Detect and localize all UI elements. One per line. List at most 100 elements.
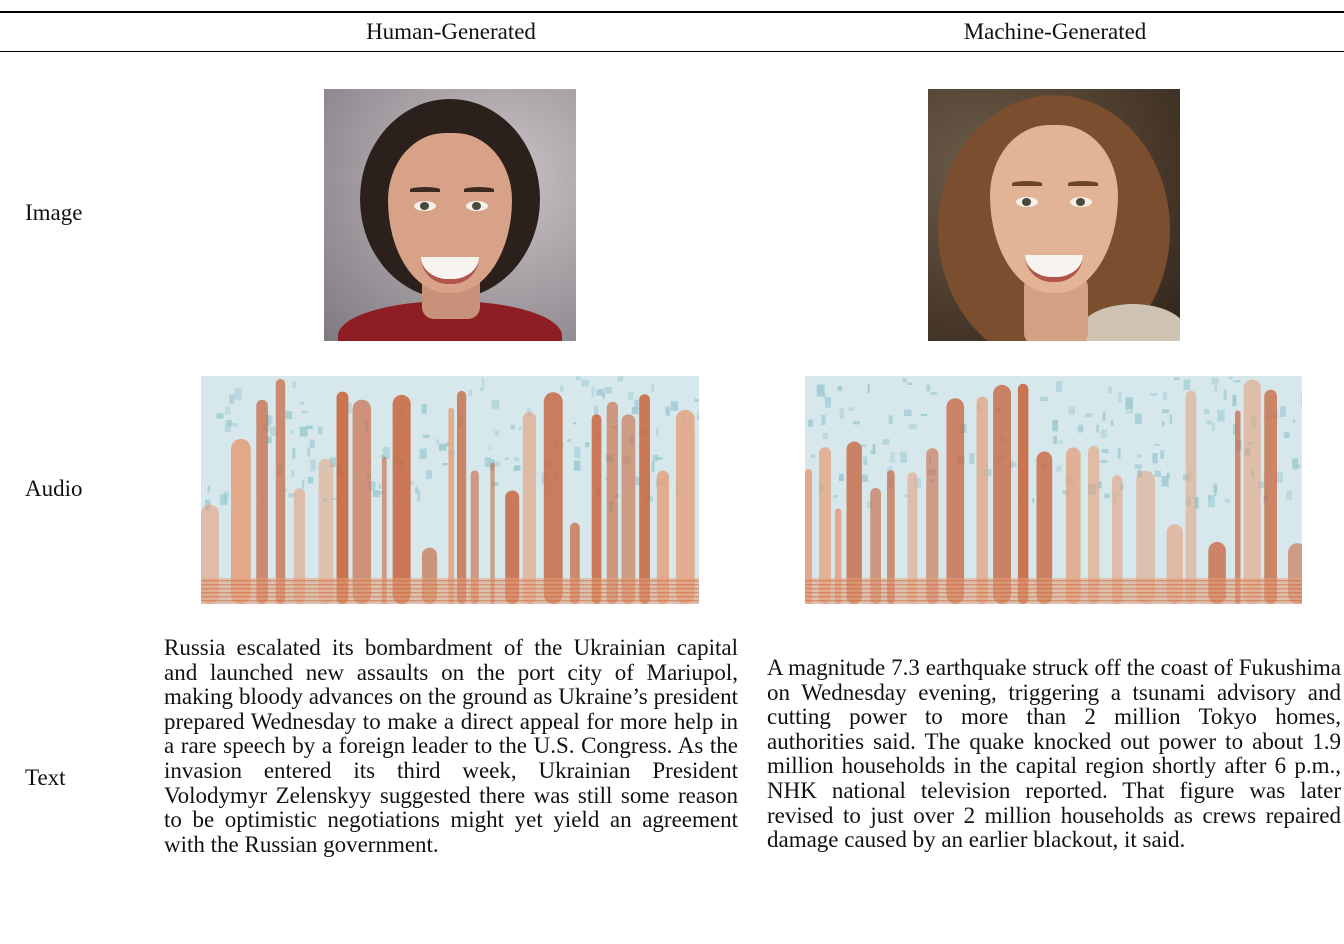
spectrogram-speckle	[292, 381, 296, 388]
face-left-brow	[1012, 181, 1042, 186]
spectrogram-speckle	[598, 388, 605, 396]
spectrogram-speckle	[205, 499, 211, 510]
spectrogram-speckle	[1100, 460, 1108, 463]
spectrogram-band	[976, 396, 989, 604]
spectrogram-band	[543, 392, 563, 604]
spectrogram-speckle	[863, 456, 868, 466]
spectrogram-speckle	[1213, 485, 1217, 496]
spectrogram-speckle	[847, 407, 855, 411]
spectrogram-speckle	[821, 415, 826, 425]
human-audio-spectrogram	[201, 376, 699, 604]
spectrogram-speckle	[861, 474, 868, 482]
spectrogram-speckle	[330, 498, 337, 501]
spectrogram-speckle	[635, 476, 641, 485]
spectrogram-speckle	[574, 446, 581, 459]
spectrogram-band	[381, 457, 387, 604]
spectrogram-speckle	[491, 400, 500, 409]
spectrogram-speckle	[1078, 424, 1084, 432]
spectrogram-speckle	[670, 401, 679, 411]
spectrogram-speckle	[417, 489, 421, 502]
spectrogram-speckle	[1040, 396, 1049, 402]
spectrogram-speckle	[822, 433, 829, 439]
spectrogram-speckle	[839, 473, 844, 481]
spectrogram-band	[256, 399, 268, 604]
face-right-brow	[1068, 181, 1098, 186]
spectrogram-speckle	[415, 487, 418, 494]
spectrogram-band	[926, 448, 939, 604]
spectrogram-speckle	[1008, 459, 1014, 469]
spectrogram-speckle	[301, 411, 308, 414]
spectrogram-band	[231, 438, 251, 604]
spectrogram-speckle	[573, 460, 581, 471]
spectrogram-speckle	[1137, 454, 1142, 458]
spectrogram-speckle	[656, 427, 659, 437]
spectrogram-speckle	[1183, 379, 1191, 391]
spectrogram-speckle	[207, 485, 210, 492]
spectrogram-speckle	[489, 446, 492, 450]
spectrogram-speckle	[591, 386, 595, 398]
spectrogram-speckle	[1096, 424, 1099, 433]
spectrogram-speckle	[442, 463, 449, 466]
spectrogram-band	[275, 379, 286, 604]
spectrogram-band	[656, 470, 669, 604]
spectrogram-speckle	[347, 402, 352, 414]
spectrogram-speckle	[1150, 393, 1158, 396]
spectrogram-speckle	[1166, 472, 1170, 479]
face-right-brow	[464, 187, 494, 192]
spectrogram-speckle	[617, 376, 624, 382]
spectrogram-speckle	[1052, 419, 1058, 432]
spectrogram-harmonic	[201, 584, 699, 586]
spectrogram-speckle	[1211, 422, 1215, 432]
spectrogram-speckle	[514, 465, 521, 471]
spectrogram-speckle	[824, 397, 832, 408]
spectrogram-speckle	[422, 434, 430, 438]
spectrogram-speckle	[908, 424, 917, 430]
spectrogram-speckle	[833, 494, 838, 499]
spectrogram-speckle	[368, 481, 376, 491]
spectrogram-band	[318, 458, 334, 604]
spectrogram-speckle	[1280, 406, 1287, 417]
spectrogram-speckle	[317, 426, 323, 435]
spectrogram-speckle	[900, 451, 907, 463]
spectrogram-harmonic	[201, 592, 699, 594]
spectrogram-speckle	[920, 414, 928, 417]
spectrogram-speckle	[223, 496, 229, 504]
spectrogram-speckle	[310, 459, 316, 472]
spectrogram-speckle	[1292, 458, 1298, 470]
spectrogram-band	[1136, 470, 1155, 604]
spectrogram-speckle	[377, 491, 384, 495]
spectrogram-speckle	[288, 493, 296, 498]
spectrogram-speckle	[697, 410, 699, 416]
face-left-eye	[1016, 197, 1038, 207]
spectrogram-speckle	[1173, 377, 1180, 381]
spectrogram-speckle	[870, 449, 876, 454]
spectrogram-band	[1185, 390, 1197, 604]
spectrogram-speckle	[1206, 420, 1212, 425]
spectrogram-speckle	[594, 405, 599, 417]
spectrogram-speckle	[1100, 429, 1107, 438]
spectrogram-speckle	[285, 411, 293, 420]
spectrogram-speckle	[1102, 411, 1106, 421]
spectrogram-band	[448, 407, 455, 604]
spectrogram-speckle	[651, 461, 655, 473]
spectrogram-band	[1243, 379, 1261, 604]
spectrogram-speckle	[382, 447, 390, 459]
spectrogram-band	[621, 414, 636, 604]
spectrogram-speckle	[1097, 481, 1102, 489]
spectrogram-speckle	[1258, 481, 1264, 488]
spectrogram-speckle	[560, 386, 564, 393]
spectrogram-band	[818, 447, 831, 604]
human-face-image	[324, 89, 576, 341]
spectrogram-speckle	[839, 408, 844, 419]
spectrogram-speckle	[837, 386, 843, 391]
spectrogram-band	[505, 490, 520, 604]
spectrogram-speckle	[1085, 413, 1093, 418]
human-generated-text: Russia escalated its bombardment of the …	[164, 635, 738, 857]
spectrogram-speckle	[1217, 409, 1225, 422]
spectrogram-speckle	[518, 427, 522, 431]
spectrogram-speckle	[926, 384, 931, 392]
spectrogram-speckle	[227, 419, 232, 427]
spectrogram-speckle	[480, 388, 484, 392]
spectrogram-speckle	[1117, 448, 1121, 459]
spectrogram-speckle	[697, 416, 699, 420]
